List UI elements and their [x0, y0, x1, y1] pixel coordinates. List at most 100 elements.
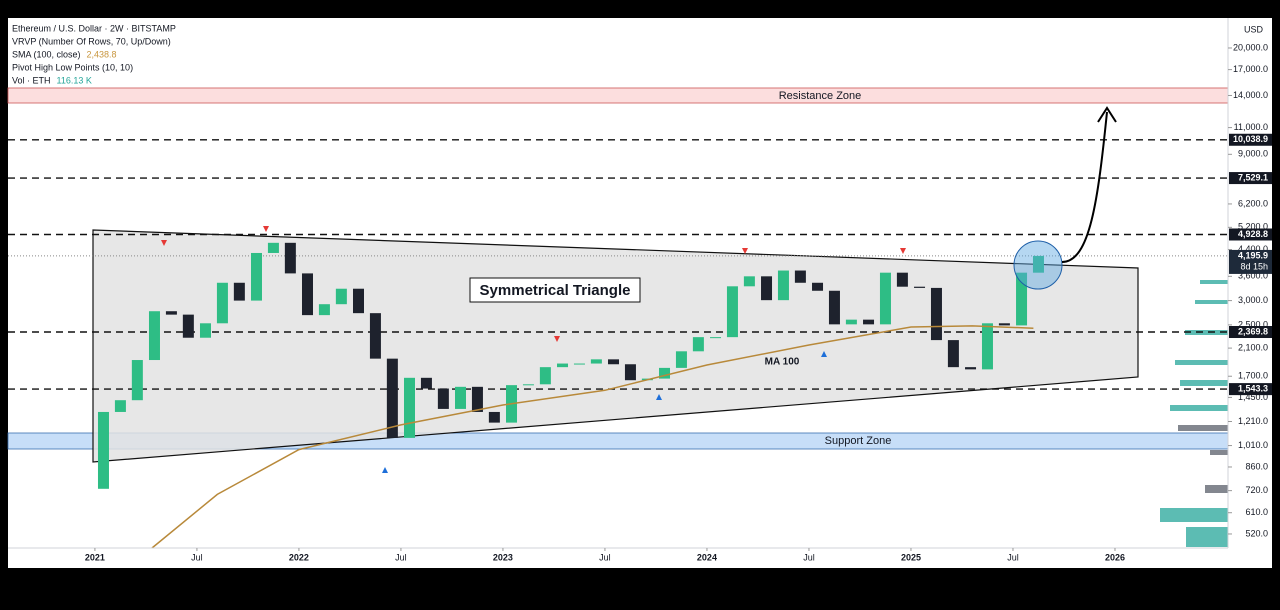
y-tick-label: 720.0	[1245, 485, 1268, 495]
candle	[216, 282, 228, 324]
y-tick-label: 1,210.0	[1238, 416, 1268, 426]
candle	[114, 400, 126, 412]
candle	[148, 311, 160, 361]
candle	[557, 363, 569, 368]
pivot-low	[656, 394, 662, 400]
plot	[8, 139, 1228, 549]
y-tick-label: 3,000.0	[1238, 295, 1268, 305]
candle	[386, 358, 398, 438]
y-tick-label: 610.0	[1245, 507, 1268, 517]
pivot-lows	[382, 351, 827, 473]
y-tick-label: 11,000.0	[1234, 122, 1268, 132]
candle	[608, 359, 620, 365]
candle	[879, 272, 891, 325]
candle	[675, 351, 687, 368]
triangle	[92, 229, 1139, 463]
candle	[182, 314, 194, 338]
vp-bar	[1178, 425, 1228, 431]
candle	[199, 323, 211, 338]
candle	[1032, 255, 1044, 273]
y-tick-label: 2,500.0	[1238, 319, 1268, 329]
vp-bar	[1205, 485, 1228, 493]
x-tick-label: 2026	[1105, 552, 1125, 562]
candle	[590, 359, 602, 364]
candle	[777, 270, 789, 301]
candle	[131, 360, 143, 401]
pivot-low	[382, 467, 388, 473]
candle	[573, 363, 585, 365]
y-tick-label: 1,700.0	[1238, 371, 1268, 381]
x-tick-label: Jul	[191, 552, 203, 562]
countdown: 8d 15h	[1240, 261, 1268, 271]
ma-line	[151, 325, 1034, 549]
candle	[97, 411, 109, 489]
level-label: 1,543.3	[1238, 383, 1268, 393]
candle	[845, 319, 857, 325]
candle	[301, 273, 313, 316]
vp-bar	[1185, 330, 1228, 335]
x-tick-label: 2023	[493, 552, 513, 562]
candle	[998, 323, 1010, 326]
vp-bar	[1210, 450, 1228, 455]
level-box	[1229, 133, 1272, 146]
triangle-label-box	[469, 277, 641, 303]
y-tick-label: 20,000.0	[1233, 42, 1268, 52]
y-tick-label: 3,600.0	[1238, 271, 1268, 281]
candle	[692, 337, 704, 352]
candle	[812, 282, 824, 291]
pivot-low	[821, 351, 827, 357]
indicator-name: VRVP (Number Of Rows, 70, Up/Down)	[12, 36, 171, 46]
candle	[914, 286, 926, 288]
candle	[863, 319, 875, 325]
pivot-high	[742, 248, 748, 254]
candle	[981, 323, 993, 370]
candle	[828, 290, 840, 325]
vp-bar	[1180, 380, 1228, 386]
candle	[318, 304, 330, 316]
vp-bar	[1200, 280, 1228, 284]
x-tick-label: 2025	[901, 552, 921, 562]
y-tick-label: 9,000.0	[1238, 149, 1268, 159]
candle	[539, 367, 551, 385]
ma-label: MA 100	[765, 357, 800, 368]
resistance-label: Resistance Zone	[779, 90, 862, 102]
candle	[284, 242, 296, 274]
candle	[267, 242, 279, 253]
candle	[471, 386, 483, 412]
indicator-name: Pivot High Low Points (10, 10)	[12, 62, 133, 72]
indicator-name: SMA (100, close)	[12, 49, 81, 59]
candle	[743, 276, 755, 287]
pivot-high	[900, 248, 906, 254]
triangle-label: Symmetrical Triangle	[480, 282, 631, 299]
x-tick-label: 2022	[289, 552, 309, 562]
volume-profile	[1160, 280, 1228, 547]
x-tick-label: Jul	[599, 552, 611, 562]
y-tick-label: 860.0	[1245, 461, 1268, 471]
candle	[455, 386, 467, 409]
vp-bar	[1160, 508, 1228, 522]
vp-bar	[1175, 360, 1228, 365]
currency: USD	[1244, 24, 1264, 34]
candle	[761, 276, 773, 301]
candle	[437, 388, 449, 409]
candle	[726, 286, 738, 338]
x-tick-label: Jul	[803, 552, 815, 562]
candle	[710, 337, 722, 339]
highlight-circle	[1013, 240, 1063, 290]
y-tick-label: 5,200.0	[1238, 222, 1268, 232]
y-tick-label: 1,450.0	[1238, 392, 1268, 402]
y-tick-label: 14,000.0	[1233, 90, 1268, 100]
candle	[659, 367, 671, 379]
x-tick-label: Jul	[1007, 552, 1019, 562]
candle	[947, 340, 959, 368]
pivot-high	[161, 240, 167, 246]
candle	[165, 311, 177, 315]
candle	[335, 288, 347, 305]
level-box	[1229, 228, 1272, 241]
candle	[250, 252, 262, 301]
level-label: 7,529.1	[1238, 172, 1268, 182]
pivot-high	[263, 226, 269, 232]
candle	[1016, 272, 1028, 326]
